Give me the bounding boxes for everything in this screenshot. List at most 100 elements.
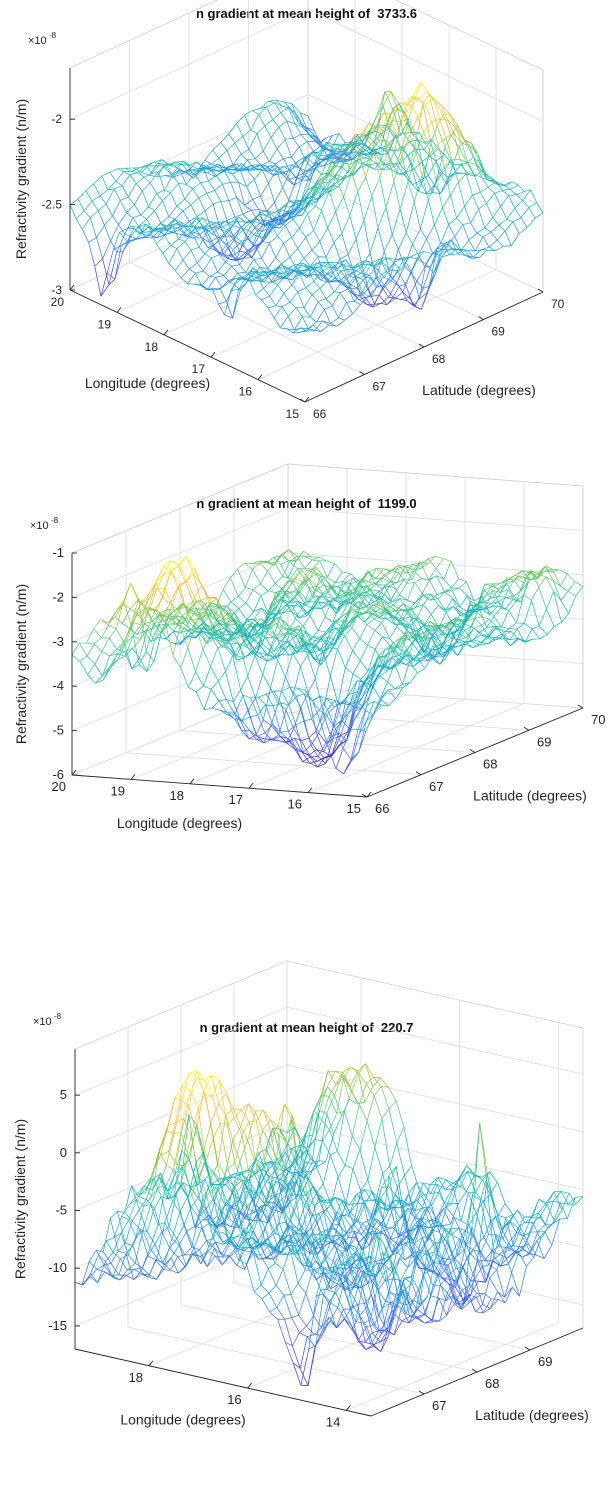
gridline [248, 0, 484, 320]
axes-grid [69, 0, 544, 403]
y-tick-label: 67 [429, 779, 443, 794]
gridline [69, 68, 306, 403]
x-axis-line [71, 774, 368, 798]
x-tick-label: 16 [227, 1392, 241, 1407]
x-tick-label: 16 [239, 385, 253, 399]
y-tick-label: 68 [432, 352, 446, 366]
z-tick-label: -4 [52, 678, 64, 693]
x-tick-label: 16 [288, 797, 302, 812]
box-edge [74, 960, 288, 1050]
gridline [233, 486, 530, 731]
x-tick-label: 19 [111, 783, 125, 798]
x-tick [116, 307, 122, 313]
x-tick [248, 782, 254, 789]
y-axis-label: Latitude (degrees) [473, 788, 587, 804]
y-tick-label: 69 [537, 734, 551, 749]
x-tick-label: 14 [326, 1414, 340, 1429]
y-tick [523, 726, 530, 731]
chart-panel-bottom: n gradient at mean height of 220.7 -15 -1… [0, 960, 613, 1496]
gridline [179, 508, 476, 753]
x-tick-label: 20 [51, 295, 65, 309]
z-tick-label: -3 [52, 634, 64, 649]
x-tick [69, 284, 75, 291]
y-tick-label: 67 [432, 1398, 446, 1413]
x-axis-label: Longitude (degrees) [85, 375, 210, 391]
y-tick [361, 793, 368, 798]
z-axis-label: Refractivity gradient (n/m) [13, 584, 29, 744]
y-tick-label: 66 [313, 407, 327, 421]
gridline [69, 8, 544, 122]
z-tick-label: 0 [60, 1145, 67, 1160]
gridline [233, 983, 531, 1351]
y-tick-label: 68 [485, 1376, 499, 1391]
z-tick-label: -5 [55, 1203, 67, 1218]
z-tick-label: -2.5 [41, 198, 62, 212]
axis-multiplier: ×10 [33, 1016, 52, 1028]
x-axis-label: Longitude (degrees) [120, 1412, 245, 1428]
z-tick-label: -5 [52, 723, 64, 738]
x-tick [189, 778, 195, 785]
z-tick-label: -3 [51, 283, 62, 297]
z-tick-label: -2 [52, 589, 64, 604]
chart-panel-top: n gradient at mean height of 3733.6 -3 -2… [0, 0, 613, 440]
surface-mesh [71, 549, 584, 775]
y-axis-label: Latitude (degrees) [475, 1407, 589, 1423]
x-tick [148, 1360, 154, 1367]
box-edge [395, 0, 544, 71]
x-tick [210, 351, 216, 358]
surface-mesh [74, 1063, 584, 1387]
x-tick-label: 15 [347, 801, 361, 816]
chart-panel-middle: n gradient at mean height of 1199.0 -6 -5… [0, 463, 613, 960]
gridline [69, 94, 544, 207]
x-axis-line [69, 289, 306, 403]
y-tick [418, 1390, 425, 1395]
x-tick-label: 18 [145, 340, 159, 354]
axis-multiplier-exponent: -8 [54, 1012, 62, 1021]
x-tick [366, 791, 372, 798]
surface-plot-top: -3 -2.5 -2 20 19 18 17 16 15 66 67 68 69 70 Refractivi… [13, 0, 565, 421]
gridline [346, 1022, 559, 1411]
y-tick [537, 288, 544, 293]
gridline [247, 1000, 461, 1389]
y-tick-label: 69 [538, 1354, 552, 1369]
y-tick-label: 68 [483, 757, 497, 772]
x-tick-label: 18 [170, 788, 184, 803]
y-tick-label: 69 [492, 325, 506, 339]
x-tick [257, 374, 263, 380]
box-edge [287, 463, 584, 487]
y-tick [299, 398, 306, 403]
gridline [307, 0, 544, 293]
y-tick [415, 771, 422, 776]
x-tick-label: 20 [52, 779, 66, 794]
y-tick [469, 749, 476, 753]
z-tick-label: -10 [48, 1260, 67, 1275]
gridline [125, 530, 422, 776]
x-tick [307, 787, 313, 793]
box-edge [286, 960, 584, 1029]
x-tick-label: 19 [98, 317, 112, 331]
y-tick-label: 66 [375, 801, 389, 816]
box-edge [69, 0, 219, 69]
surface-plot-bottom: -15 -10 -5 0 5 18 16 14 67 68 69 Refractivity gradi… [12, 960, 589, 1429]
y-tick [577, 704, 584, 709]
x-tick-label: 18 [129, 1370, 143, 1385]
chart-title: n gradient at mean height of 1199.0 [196, 496, 417, 511]
gridline [74, 1006, 584, 1096]
axis-multiplier: ×10 [28, 35, 47, 47]
z-tick-label: -2 [51, 112, 62, 126]
y-tick [418, 343, 425, 348]
y-tick-label: 70 [591, 712, 605, 727]
y-tick [478, 316, 484, 320]
gridline [127, 1027, 425, 1395]
y-tick [471, 1368, 478, 1373]
x-tick [247, 1382, 253, 1389]
gridline [129, 40, 365, 375]
surface-plot-middle: -6 -5 -4 -3 -2 -1 20 19 18 17 16 15 66 67 68 69 70 Refrac… [13, 463, 605, 831]
y-tick [359, 371, 365, 375]
x-tick [130, 774, 136, 780]
chart-title: n gradient at mean height of 220.7 [199, 1020, 414, 1035]
y-tick-label: 67 [373, 380, 387, 394]
x-tick-label: 17 [192, 362, 206, 376]
x-tick-label: 17 [229, 792, 243, 807]
x-tick [163, 329, 169, 336]
